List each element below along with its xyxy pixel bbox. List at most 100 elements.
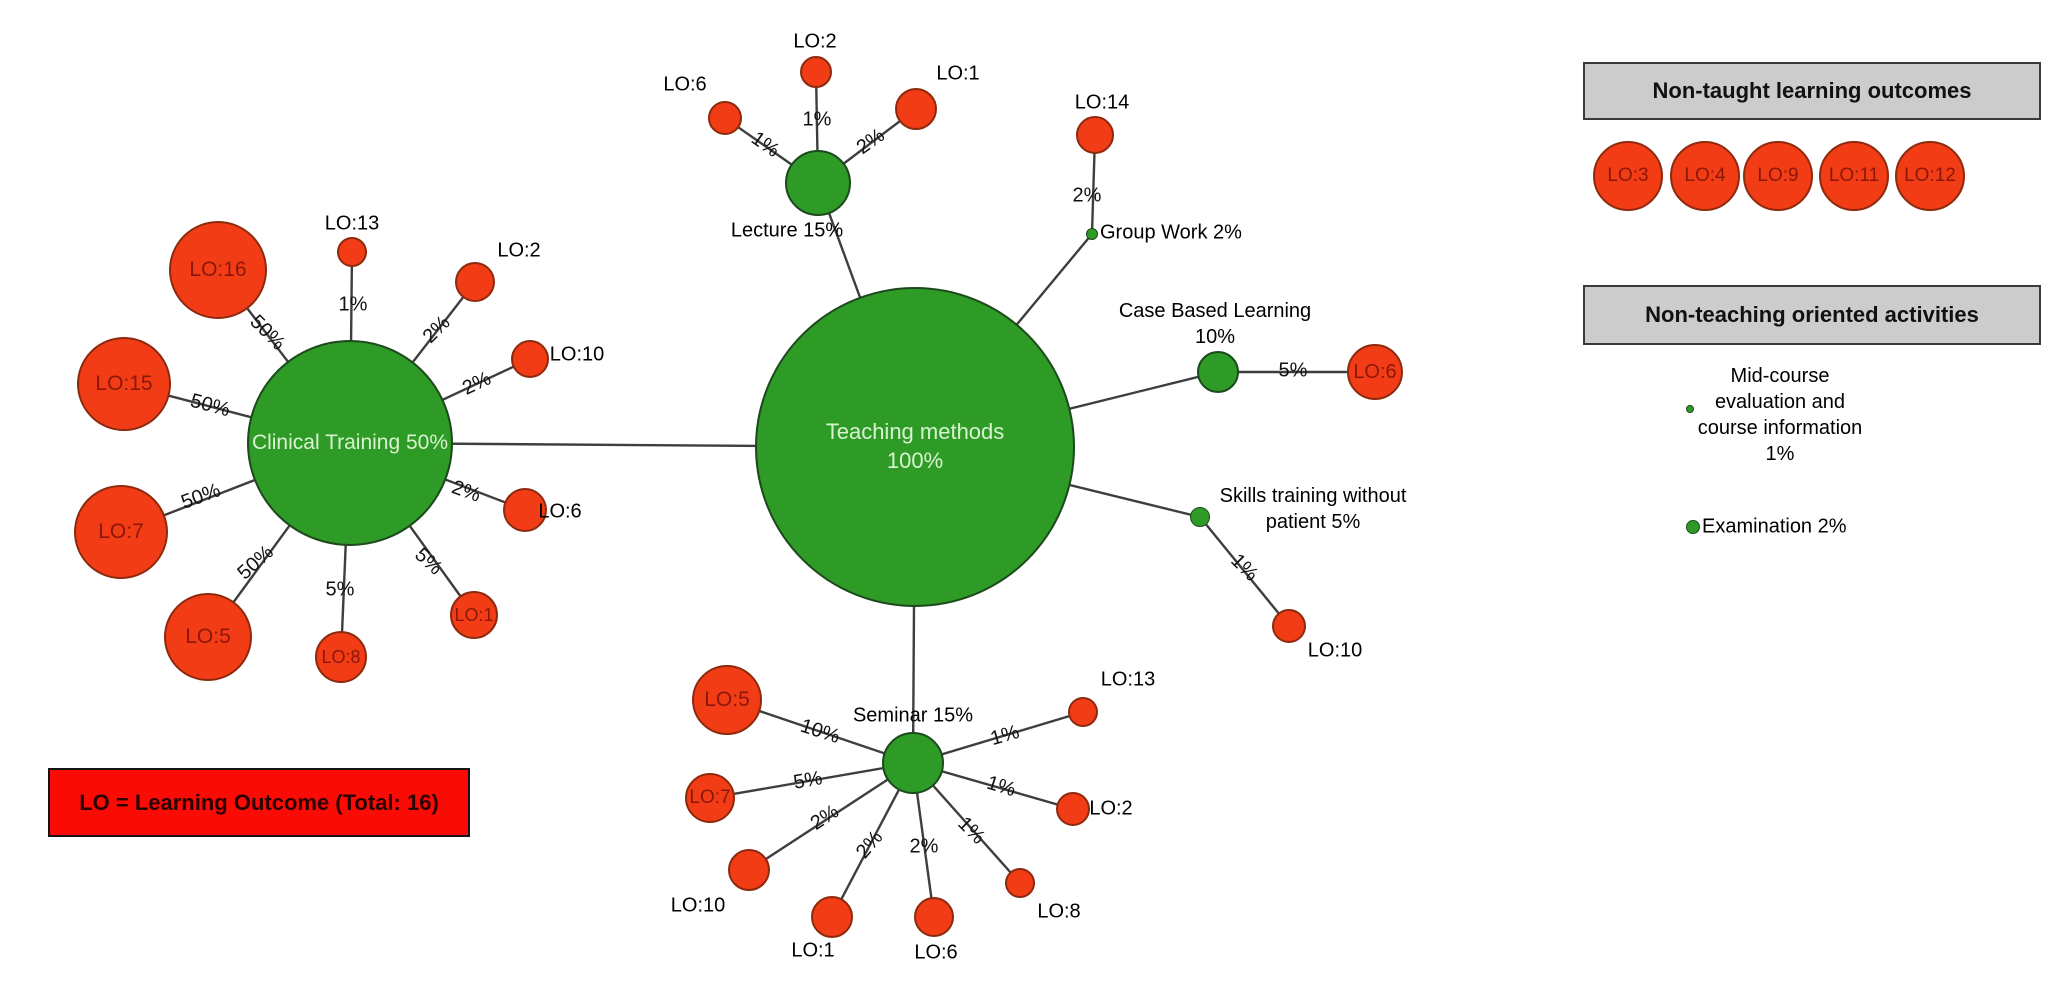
satellite-clinical-lo13 [337, 237, 367, 267]
clinical-lo8-label: LO:8 [321, 646, 361, 667]
clinical-lo13-label: LO:13 [324, 212, 380, 235]
teaching-methods-line2: 100% [886, 448, 944, 473]
satellite-seminar-lo8 [1005, 868, 1035, 898]
pct-seminar-lo7: 5% [791, 767, 825, 794]
legend-activities-box: Non-teaching oriented activities [1583, 285, 2041, 345]
mid-course-line1: Mid-course [1730, 365, 1830, 387]
note-text: LO = Learning Outcome (Total: 16) [79, 789, 439, 815]
satellite-seminar-lo5: LO:5 [692, 665, 762, 735]
legend-circle-lo9: LO:9 [1743, 141, 1813, 211]
teaching-methods-line1: Teaching methods [825, 419, 1005, 445]
pct-clinical-lo8: 5% [325, 578, 355, 601]
clinical-lo5-label: LO:5 [185, 625, 231, 648]
mid-course-line3: course information [1697, 417, 1863, 439]
seminar-label: Seminar 15% [852, 704, 974, 727]
satellite-seminar-lo10 [728, 849, 770, 891]
legend-lo3-label: LO:3 [1607, 165, 1649, 186]
clinical-lo6-label: LO:6 [538, 500, 582, 523]
satellite-lecture-lo6 [708, 101, 742, 135]
note-box: LO = Learning Outcome (Total: 16) [48, 768, 470, 837]
seminar-lo13-label: LO:13 [1100, 668, 1156, 691]
skills-lo10-label: LO:10 [1307, 639, 1363, 662]
node-lecture [785, 150, 851, 216]
examination-label: Examination 2% [1702, 515, 1847, 538]
satellite-clinical-lo16: LO:16 [169, 221, 267, 319]
satellite-case-based-lo6: LO:6 [1347, 344, 1403, 400]
mid-course-line4: 1% [1765, 443, 1795, 465]
node-clinical-training: Clinical Training 50% [247, 340, 453, 546]
satellite-clinical-lo6 [503, 488, 547, 532]
lecture-lo6-label: LO:6 [663, 73, 707, 96]
legend-lo11-label: LO:11 [1828, 165, 1880, 186]
case-based-line1: Case Based Learning [1118, 300, 1312, 322]
group-lo14-label: LO:14 [1074, 91, 1130, 114]
satellite-lecture-lo1 [895, 88, 937, 130]
satellite-clinical-lo8: LO:8 [315, 631, 367, 683]
legend-non-taught-box: Non-taught learning outcomes [1583, 62, 2041, 120]
seminar-lo7-label: LO:7 [689, 787, 731, 808]
skills-line2: patient 5% [1265, 511, 1361, 533]
node-group-work [1086, 228, 1098, 240]
clinical-lo7-label: LO:7 [98, 520, 144, 543]
legend-circle-lo11: LO:11 [1819, 141, 1889, 211]
satellite-seminar-lo6 [914, 897, 954, 937]
pct-clinical-lo13: 1% [338, 293, 368, 316]
teaching-methods-label: Teaching methods 100% [826, 418, 1005, 475]
case-based-line2: 10% [1194, 326, 1236, 348]
satellite-clinical-lo2 [455, 262, 495, 302]
seminar-lo2-label: LO:2 [1089, 797, 1133, 820]
skills-training-label: Skills training without patient 5% [1220, 483, 1407, 535]
clinical-lo2-label: LO:2 [497, 239, 541, 262]
seminar-lo10-label: LO:10 [670, 894, 726, 917]
node-skills-training [1190, 507, 1210, 527]
legend-circle-lo3: LO:3 [1593, 141, 1663, 211]
lecture-label: Lecture 15% [730, 219, 844, 242]
case-based-learning-label: Case Based Learning 10% [1119, 298, 1311, 350]
seminar-lo6-label: LO:6 [914, 941, 958, 964]
satellite-seminar-lo2 [1056, 792, 1090, 826]
edge-skills-lo10 [1199, 516, 1290, 627]
pct-seminar-lo6: 2% [909, 835, 939, 858]
satellite-lecture-lo2 [800, 56, 832, 88]
pct-case-based-lo6: 5% [1278, 359, 1308, 382]
edge-seminar-lo10 [748, 761, 914, 872]
legend-lo9-label: LO:9 [1757, 165, 1799, 186]
skills-line1: Skills training without [1219, 485, 1407, 507]
satellite-seminar-lo7: LO:7 [685, 773, 735, 823]
lecture-lo1-label: LO:1 [936, 62, 980, 85]
satellite-clinical-lo15: LO:15 [77, 337, 171, 431]
satellite-seminar-lo1 [811, 896, 853, 938]
legend-circle-lo4: LO:4 [1670, 141, 1740, 211]
legend-circle-lo12: LO:12 [1895, 141, 1965, 211]
satellite-clinical-lo10 [511, 340, 549, 378]
lecture-lo2-label: LO:2 [793, 30, 837, 53]
case-based-lo6-label: LO:6 [1353, 360, 1397, 383]
clinical-training-label: Clinical Training 50% [251, 431, 449, 454]
edge-seminar-lo7 [709, 761, 914, 800]
satellite-clinical-lo7: LO:7 [74, 485, 168, 579]
clinical-lo1-label: LO:1 [454, 604, 494, 625]
node-seminar [882, 732, 944, 794]
legend-lo12-label: LO:12 [1904, 165, 1956, 186]
satellite-skills-lo10 [1272, 609, 1306, 643]
satellite-clinical-lo5: LO:5 [164, 593, 252, 681]
mid-course-label: Mid-course evaluation and course informa… [1698, 363, 1863, 467]
mid-course-dot [1686, 405, 1694, 413]
seminar-lo8-label: LO:8 [1037, 900, 1081, 923]
clinical-lo15-label: LO:15 [95, 372, 153, 395]
pct-group-lo14: 2% [1072, 184, 1102, 207]
clinical-lo10-label: LO:10 [549, 343, 605, 366]
satellite-clinical-lo1: LO:1 [450, 591, 498, 639]
node-teaching-methods: Teaching methods 100% [755, 287, 1075, 607]
node-case-based-learning [1197, 351, 1239, 393]
clinical-lo16-label: LO:16 [189, 258, 247, 281]
seminar-lo1-label: LO:1 [791, 939, 835, 962]
examination-dot [1686, 520, 1700, 534]
legend-lo4-label: LO:4 [1684, 165, 1726, 186]
satellite-group-lo14 [1076, 116, 1114, 154]
legend-activities-title: Non-teaching oriented activities [1645, 302, 1979, 327]
mid-course-line2: evaluation and [1714, 391, 1846, 413]
seminar-lo5-label: LO:5 [704, 688, 750, 711]
pct-lecture-lo2: 1% [802, 108, 832, 131]
